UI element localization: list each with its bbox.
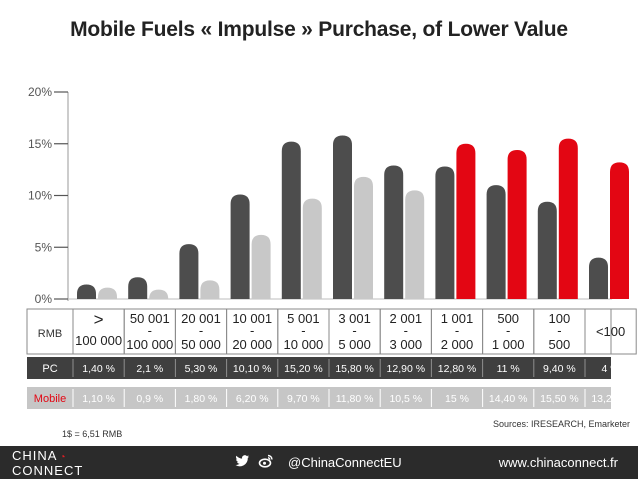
pc-value-label: 15,80 %: [335, 363, 374, 375]
pc-bar: [77, 284, 96, 299]
mobile-value-label: 11,80 %: [336, 393, 374, 405]
rmb-cell: [584, 308, 637, 355]
category-label: >: [94, 310, 104, 329]
mobile-value-label: 10,5 %: [389, 393, 422, 405]
pc-value-label: 4 %: [602, 363, 620, 375]
category-label: 100 000: [126, 337, 173, 352]
pc-value-label: 5,30 %: [185, 363, 218, 375]
category-label: 20 001: [181, 311, 221, 326]
sources-note: Sources: IRESEARCH, Emarketer: [492, 419, 630, 429]
mobile-bar: [610, 162, 629, 299]
pc-bar: [281, 141, 301, 299]
mobile-bar: [98, 287, 117, 299]
mobile-bar: [405, 190, 425, 299]
pc-bar: [537, 201, 557, 299]
mobile-bar: [558, 138, 578, 299]
pc-value-label: 15,20 %: [284, 363, 323, 375]
currency-note: 1$ = 6,51 RMB: [62, 429, 123, 439]
category-label: 1 001: [441, 311, 474, 326]
category-label: 3 000: [390, 337, 423, 352]
category-label: -: [404, 323, 408, 338]
pc-value-label: 12,80 %: [438, 363, 477, 375]
brand-line2: CONNECT: [12, 463, 84, 478]
chart-title: Mobile Fuels « Impulse » Purchase, of Lo…: [70, 18, 568, 41]
category-label: 100: [549, 311, 571, 326]
brand-line1: CHINA: [12, 448, 58, 463]
mobile-bar: [507, 149, 527, 299]
category-label: -: [352, 323, 356, 338]
category-label: 2 000: [441, 337, 474, 352]
category-label: 5 000: [338, 337, 371, 352]
social-handle[interactable]: @ChinaConnectEU: [288, 455, 402, 470]
pc-value-label: 12,90 %: [387, 363, 426, 375]
pc-row: [27, 357, 611, 379]
mobile-row-label: Mobile: [34, 393, 66, 405]
pc-bar: [486, 185, 506, 299]
category-label: 500: [549, 337, 571, 352]
category-label: 1 000: [492, 337, 525, 352]
y-tick-label: 0%: [35, 292, 53, 306]
category-label: -: [557, 323, 561, 338]
signal-icon: ◔: [59, 452, 67, 463]
pc-bar: [435, 166, 455, 299]
mobile-bar: [302, 198, 322, 299]
pc-bar: [384, 165, 404, 299]
category-label: 500: [497, 311, 519, 326]
social-icons: [234, 453, 274, 469]
weibo-icon[interactable]: [258, 453, 274, 469]
mobile-value-label: 15 %: [445, 393, 469, 405]
category-label: -: [506, 323, 510, 338]
mobile-value-label: 15,50 %: [540, 393, 579, 405]
category-label: 50 001: [130, 311, 170, 326]
category-label: <100: [596, 324, 625, 339]
category-label: 2 001: [390, 311, 423, 326]
category-label: 50 000: [181, 337, 221, 352]
y-tick-label: 5%: [35, 240, 53, 254]
footer-bar: CHINA ◔ CONNECT @ChinaConnectEU www.china…: [0, 446, 638, 479]
pc-value-label: 2,1 %: [136, 363, 163, 375]
mobile-value-label: 9,70 %: [287, 393, 320, 405]
pc-value-label: 11 %: [497, 363, 520, 375]
pc-bar: [333, 135, 352, 299]
brand-logo: CHINA ◔ CONNECT: [12, 449, 83, 477]
mobile-value-label: 6,20 %: [236, 393, 269, 405]
category-label: -: [301, 323, 305, 338]
mobile-bar: [251, 234, 271, 299]
pc-bar: [230, 194, 250, 299]
pc-value-label: 1,40 %: [82, 363, 115, 375]
pc-bar: [589, 257, 608, 299]
pc-row-label: PC: [42, 363, 57, 375]
website-link[interactable]: www.chinaconnect.fr: [498, 455, 618, 470]
y-tick-label: 15%: [28, 137, 52, 151]
mobile-bar: [456, 143, 476, 299]
category-label: 5 001: [287, 311, 320, 326]
twitter-icon[interactable]: [234, 453, 250, 469]
y-tick-label: 20%: [28, 85, 52, 99]
mobile-bar: [149, 289, 169, 299]
category-label: -: [455, 323, 459, 338]
mobile-value-label: 14,40 %: [489, 393, 528, 405]
mobile-row: [27, 387, 611, 409]
rmb-label: RMB: [38, 328, 62, 340]
mobile-bar: [200, 280, 220, 299]
category-label: 10 001: [232, 311, 272, 326]
category-label: 100 000: [75, 333, 122, 348]
mobile-value-label: 1,10 %: [82, 393, 115, 405]
category-label: 3 001: [338, 311, 371, 326]
mobile-bar: [354, 176, 373, 299]
mobile-value-label: 0,9 %: [136, 393, 163, 405]
category-label: -: [199, 323, 203, 338]
pc-bar: [179, 244, 199, 299]
mobile-value-label: 13,20 %: [591, 393, 630, 405]
category-label: -: [250, 323, 254, 338]
pc-value-label: 10,10 %: [233, 363, 272, 375]
y-tick-label: 10%: [28, 189, 52, 203]
category-label: 10 000: [284, 337, 324, 352]
pc-bar: [128, 277, 148, 299]
category-label: 20 000: [232, 337, 272, 352]
mobile-value-label: 1,80 %: [185, 393, 218, 405]
pc-value-label: 9,40 %: [543, 363, 576, 375]
category-label: -: [148, 323, 152, 338]
